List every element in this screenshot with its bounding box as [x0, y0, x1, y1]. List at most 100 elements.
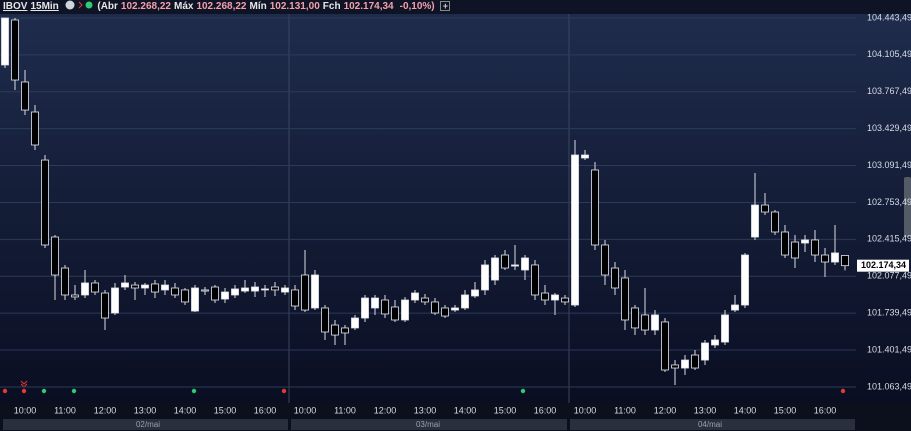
candle: [81, 269, 89, 299]
candle: [841, 255, 849, 271]
candle: [21, 69, 29, 115]
candle-body: [281, 287, 289, 293]
candle-body: [581, 154, 589, 159]
candle: [461, 289, 469, 311]
candle: [221, 287, 229, 304]
header-value: 102.268,22: [196, 1, 247, 12]
add-button[interactable]: +: [440, 1, 451, 11]
candle: [281, 285, 289, 295]
candle: [611, 262, 619, 295]
candle-body: [481, 264, 489, 291]
header: IBOV 15Min (Abr 102.268,22 Máx 102.268,22 Mín…: [3, 0, 453, 14]
candle-body: [421, 297, 429, 303]
candle: [721, 310, 729, 345]
header-label: Mín: [249, 1, 267, 12]
candle: [401, 296, 409, 322]
candle-body: [91, 282, 99, 293]
signal-dot: [41, 388, 47, 394]
change: -0,10%): [399, 1, 435, 12]
y-tick-label: 104.105,49: [867, 49, 911, 59]
candle-body: [211, 286, 219, 301]
candle: [341, 325, 349, 345]
header-value: 102.131,00: [269, 1, 320, 12]
candle: [701, 339, 709, 365]
candle-body: [231, 288, 239, 296]
ohlc-fields: (Abr 102.268,22 Máx 102.268,22 Mín 102.131,00…: [97, 1, 396, 12]
candle: [251, 281, 259, 297]
candle-body: [771, 211, 779, 233]
candle-body: [61, 267, 69, 296]
candle-body: [161, 284, 169, 291]
day-label: 04/mai: [698, 420, 722, 429]
candle: [161, 280, 169, 295]
candle-body: [571, 154, 579, 306]
arrow-icon: [78, 2, 83, 9]
candle-body: [131, 284, 139, 289]
signal-dot: [21, 388, 27, 394]
candle: [231, 285, 239, 299]
candle-body: [151, 283, 159, 293]
x-tick-label: 14:00: [174, 405, 197, 415]
symbol[interactable]: IBOV: [3, 1, 28, 12]
candle-body: [21, 81, 29, 111]
candle: [391, 300, 399, 322]
last-price-box: [857, 259, 909, 272]
last-price-label: 102.174,34: [861, 260, 906, 270]
candle-body: [291, 289, 299, 307]
y-tick-label: 103.091,49: [867, 160, 911, 170]
x-tick-label: 13:00: [694, 405, 717, 415]
candle: [201, 287, 209, 295]
candle-body: [821, 254, 829, 263]
candle: [481, 260, 489, 295]
candle-body: [11, 19, 19, 81]
candle-body: [641, 314, 649, 331]
candle-body: [81, 282, 89, 296]
candle: [671, 360, 679, 386]
x-tick-label: 10:00: [14, 405, 37, 415]
candle-body: [461, 294, 469, 309]
y-tick-label: 101.401,49: [867, 344, 911, 354]
candle: [651, 310, 659, 336]
y-tick-label: 103.429,49: [867, 123, 911, 133]
candle-body: [711, 339, 719, 346]
candle-body: [121, 282, 129, 288]
candle: [771, 210, 779, 236]
candle: [621, 269, 629, 331]
candle: [411, 289, 419, 304]
candle-body: [321, 307, 329, 333]
candle-body: [721, 314, 729, 343]
y-tick-label: 102.077,49: [867, 271, 911, 281]
candle-body: [471, 289, 479, 297]
candle: [371, 294, 379, 315]
candle-body: [401, 299, 409, 321]
x-tick-label: 13:00: [134, 405, 157, 415]
candle-body: [501, 254, 509, 269]
candle-body: [341, 327, 349, 334]
candle: [421, 293, 429, 306]
x-tick-label: 12:00: [374, 405, 397, 415]
signal-dot: [281, 388, 287, 394]
candle-body: [811, 239, 819, 256]
interval[interactable]: 15Min: [30, 1, 59, 12]
candle: [271, 281, 279, 296]
status-dot: [85, 1, 93, 9]
signal-dot: [2, 388, 8, 394]
candle-body: [551, 294, 559, 301]
candle: [331, 319, 339, 345]
candle: [261, 285, 269, 297]
settings-icon[interactable]: [65, 0, 75, 10]
candle: [831, 225, 839, 265]
candle: [151, 280, 159, 299]
candle: [661, 318, 669, 373]
candle-body: [411, 292, 419, 301]
x-tick-label: 12:00: [94, 405, 117, 415]
x-tick-label: 12:00: [654, 405, 677, 415]
candle: [51, 235, 59, 300]
candle: [71, 285, 79, 300]
candle: [181, 287, 189, 306]
header-value: 102.268,22: [120, 1, 171, 12]
signal-dot: [840, 388, 846, 394]
candle: [101, 289, 109, 331]
candle-body: [701, 342, 709, 361]
scroll-handle[interactable]: [904, 177, 911, 237]
